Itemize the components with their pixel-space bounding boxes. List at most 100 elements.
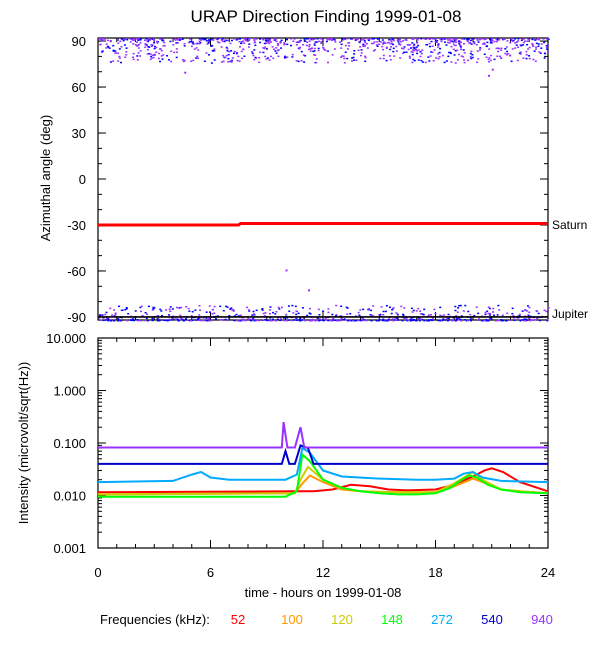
azimuth-point [442, 318, 445, 320]
azimuth-point [232, 310, 235, 312]
azimuth-point [377, 319, 380, 322]
azimuth-point [265, 48, 268, 50]
azimuth-point [167, 319, 170, 322]
azimuth-point [509, 41, 512, 44]
azimuth-point [469, 52, 472, 55]
azimuth-point [498, 39, 501, 41]
azimuth-point [192, 59, 195, 62]
azimuth-point [310, 47, 313, 50]
azimuth-point [306, 41, 309, 43]
azimuth-point [431, 51, 434, 53]
azimuth-point [454, 39, 457, 41]
azimuth-plot-frame [97, 37, 549, 321]
azimuth-point [294, 305, 297, 308]
azimuth-point [402, 52, 405, 55]
azimuth-point [515, 41, 518, 43]
azimuth-point [241, 40, 244, 43]
azimuth-point [166, 319, 169, 322]
azimuth-point [357, 49, 360, 52]
azimuth-point [129, 41, 132, 43]
azimuth-point [476, 38, 479, 40]
azimuth-point [400, 305, 403, 308]
azimuth-point [409, 319, 412, 322]
azimuth-point [146, 40, 149, 42]
azimuth-point [315, 61, 318, 64]
azimuth-point [262, 51, 265, 54]
azimuth-point [462, 49, 465, 51]
azimuth-point [335, 304, 338, 307]
azimuth-point [471, 53, 474, 56]
azimuth-point [447, 39, 450, 41]
azimuth-point [230, 60, 233, 63]
azimuth-point [175, 42, 178, 44]
azimuth-point [510, 38, 513, 40]
azimuth-point [469, 318, 472, 321]
azimuth-point [488, 57, 491, 59]
azimuth-point [162, 54, 165, 56]
azimuth-point [176, 306, 179, 309]
azimuth-point [409, 47, 412, 49]
azimuth-point [277, 55, 280, 58]
azimuth-point [339, 41, 342, 43]
azimuth-point [485, 56, 488, 59]
azimuth-point [252, 310, 255, 313]
azimuth-point [146, 319, 149, 322]
azimuth-point [309, 307, 312, 310]
azimuth-point [269, 317, 272, 319]
azimuth-point [316, 38, 319, 40]
azimuth-point [317, 47, 320, 50]
azimuth-point [311, 318, 314, 321]
azimuth-point [531, 44, 534, 46]
azimuth-point [160, 49, 163, 52]
azimuth-point [510, 39, 513, 41]
azimuth-point [102, 319, 105, 322]
azimuth-point [376, 38, 379, 40]
azimuth-point [407, 48, 410, 51]
azimuth-point [333, 48, 336, 50]
azimuth-point [208, 305, 211, 307]
azimuth-point [467, 310, 470, 313]
azimuth-point [543, 309, 546, 312]
azimuth-point [199, 38, 202, 41]
azimuth-point [437, 53, 440, 55]
azimuth-point [461, 38, 464, 40]
y-tick-label: -60 [67, 264, 86, 279]
azimuth-point [191, 319, 194, 322]
azimuth-point [423, 319, 426, 322]
azimuth-point [191, 42, 194, 44]
azimuth-point [113, 309, 116, 311]
azimuth-point [149, 39, 152, 41]
azimuth-point [466, 319, 469, 322]
azimuth-point [428, 60, 431, 62]
azimuth-point [499, 57, 502, 59]
azimuth-point [139, 39, 142, 41]
azimuth-point [455, 38, 458, 40]
azimuth-point [457, 307, 460, 309]
azimuth-point [312, 50, 315, 53]
azimuth-point [369, 313, 372, 316]
azimuth-point [277, 306, 280, 309]
azimuth-point [495, 40, 498, 43]
azimuth-point [247, 309, 250, 311]
azimuth-point [283, 317, 286, 319]
azimuth-point [524, 319, 527, 322]
azimuth-point [420, 52, 423, 55]
azimuth-point [437, 44, 440, 46]
azimuth-point [416, 52, 419, 55]
azimuth-point [203, 38, 206, 41]
azimuth-point [106, 317, 109, 319]
azimuth-point [350, 319, 353, 322]
azimuth-point [378, 314, 381, 316]
azimuth-point [458, 39, 461, 42]
azimuth-point [314, 54, 317, 57]
azimuth-point [434, 312, 437, 315]
azimuth-point [495, 38, 498, 40]
azimuth-point [438, 56, 441, 58]
azimuth-point [180, 317, 183, 320]
azimuth-point [522, 38, 525, 41]
azimuth-point [333, 319, 336, 321]
azimuth-point [263, 42, 266, 45]
azimuth-point [240, 50, 243, 53]
azimuth-point [151, 319, 154, 322]
azimuth-point [144, 46, 147, 48]
